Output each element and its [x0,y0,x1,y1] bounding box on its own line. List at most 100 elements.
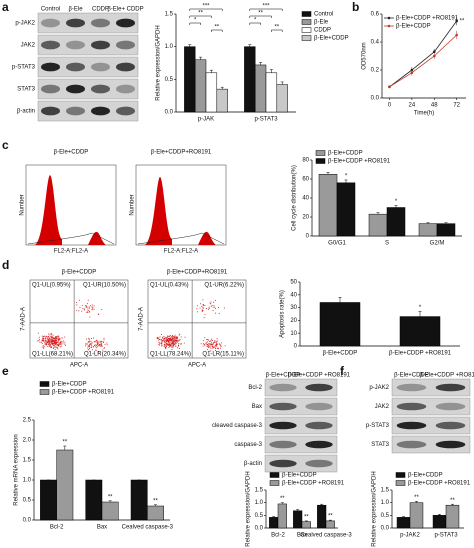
event-dot [87,308,89,310]
event-dot [215,345,217,347]
row-label: p-STAT3 [12,65,36,71]
event-dot [51,342,53,344]
bar [147,505,164,521]
event-dot [45,340,46,342]
significance: ** [304,514,309,520]
event-dot [165,344,167,345]
event-dot [162,340,163,342]
row-label: β-actin [17,109,35,115]
event-dot [171,343,173,345]
event-dot [41,342,43,344]
lane-label: CDDP [92,7,109,13]
y-axis-label: Apoptosis rate(%) [280,290,286,338]
event-dot [202,310,204,312]
event-dot [45,338,47,340]
event-dot [89,348,90,350]
event-dot [215,348,217,350]
event-dot [215,341,216,343]
event-dot [208,308,209,310]
event-dot [170,339,172,341]
event-dot [202,345,204,347]
event-dot [163,345,165,347]
event-dot [174,343,176,344]
event-dot [44,344,46,345]
event-dot [218,343,220,345]
bar [436,223,456,237]
blot-band [91,18,110,28]
event-dot [178,348,180,349]
event-dot [57,344,58,346]
x-tick-label: Bcl-2 [50,525,64,531]
bracket [249,8,283,11]
row-label: STAT3 [371,442,389,448]
event-dot [46,343,47,345]
event-dot [64,341,66,343]
event-dot [170,338,172,340]
event-dot [91,306,93,308]
event-dot [211,345,213,347]
event-dot [56,336,58,337]
event-dot [58,336,60,338]
event-dot [57,340,59,342]
bar [216,88,228,113]
event-dot [213,305,215,307]
event-dot [62,342,64,344]
blot-band [435,421,466,430]
event-dot [164,344,165,345]
bar [269,517,279,529]
event-dot [206,339,208,340]
event-dot [48,340,50,342]
y-tick-label: 0.0 [23,518,32,524]
event-dot [84,309,85,311]
event-dot [48,343,49,345]
event-dot [54,337,56,339]
event-dot [91,342,93,344]
event-dot [166,337,168,339]
event-dot [203,317,205,319]
bar [254,64,267,113]
flow-xlabel: APC-A [70,363,88,369]
y-tick-label: 40 [302,196,309,202]
bar [56,449,74,521]
event-dot [89,310,90,312]
event-dot [44,342,46,344]
event-dot [210,350,212,352]
event-dot [169,343,171,345]
event-dot [207,349,209,350]
event-dot [55,344,57,346]
y-tick-label: 2.5 [23,418,32,424]
event-dot [96,344,97,346]
event-dot [170,336,172,338]
blot-strip [264,454,338,473]
event-dot [214,340,216,342]
bar [184,46,196,113]
event-dot [216,338,218,340]
flow-xlabel: FL2-A:FL2-A [54,249,88,255]
significance: ** [450,498,455,504]
event-dot [171,336,173,338]
legend-swatch [301,19,312,25]
event-dot [100,344,102,346]
event-dot [44,335,46,337]
blot-band [269,402,297,411]
event-dot [179,333,181,335]
event-dot [211,348,213,350]
event-dot [209,345,211,347]
event-dot [52,336,53,338]
event-dot [86,338,87,340]
flow-xlabel: FL2-A:FL2-A [164,249,198,255]
event-dot [85,345,86,347]
blot-strip [264,397,338,416]
event-dot [203,343,205,345]
event-dot [46,335,47,337]
event-dot [58,339,60,341]
x-tick-label: 72 [453,103,460,109]
event-dot [161,343,163,345]
event-dot [178,343,180,344]
event-dot [202,305,204,306]
bar [418,223,438,237]
event-dot [45,343,47,345]
blot-band [396,440,427,449]
legend-swatch [395,480,406,486]
event-dot [57,348,59,350]
